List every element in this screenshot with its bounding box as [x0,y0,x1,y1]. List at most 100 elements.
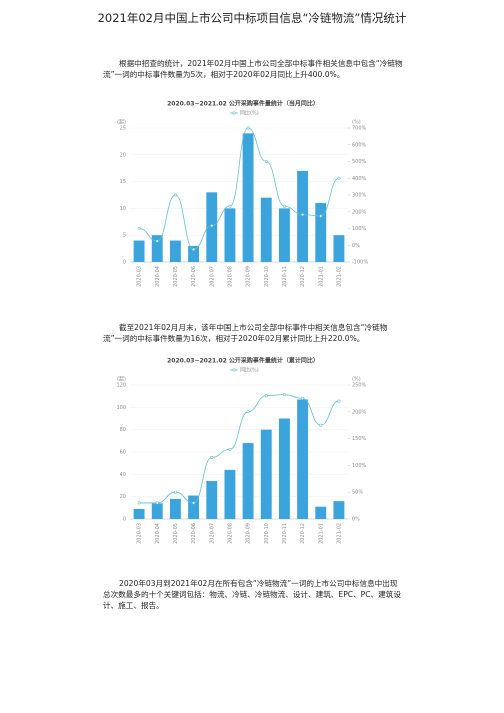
y2-tick-label: 500% [352,159,367,165]
point [301,396,305,400]
chart: 2020.03~2021.02 公开采购事件量统计（当月同比） (起) (%) 0 5 1… [117,100,368,287]
x-tick-label: 2020-03 [137,523,143,544]
x-tick-label: 2020-11 [282,523,288,544]
point [264,159,268,163]
bar [151,235,163,262]
legend-label: 同比(%) [240,110,259,117]
x-tick-label: 2021-01 [318,266,324,287]
x-tick-label: 2021-02 [336,266,342,287]
y2-tick-label: 300% [352,193,367,199]
bar [260,197,272,262]
point [210,455,214,459]
bar [242,133,254,262]
bar [169,240,181,262]
y2-axis-label: (%) [352,377,361,383]
bar [297,399,309,519]
point [337,399,341,403]
point [319,423,323,427]
x-tick-label: 2020-06 [191,266,197,287]
bar [242,443,254,519]
y2-tick-label: 250% [352,383,367,389]
y-tick-label: 0 [123,517,126,523]
x-tick-label: 2020-08 [227,266,233,287]
bar [188,245,200,262]
bar [133,508,145,519]
y2-tick-label: 150% [352,436,367,442]
point [228,447,232,451]
point [319,214,323,218]
legend-marker [232,111,236,115]
paragraph: 2020年03月到2021年02月在所有包含“冷链物流”一词的上市公司中标信息中… [103,579,401,610]
legend-label: 同比(%) [240,367,259,374]
x-tick-label: 2020-08 [227,523,233,544]
y-tick-label: 100 [116,405,126,411]
y-tick-label: 20 [120,494,126,500]
point [337,176,341,180]
y-axis-label: (起) [117,377,126,383]
point [192,247,196,251]
point [173,490,177,494]
point [228,204,232,208]
y2-tick-label: -100% [352,260,368,266]
chart: 2020.03~2021.02 公开采购事件量统计（累计同比） (起) (%) 0 20… [116,357,367,544]
x-tick-label: 2020-09 [246,266,252,287]
bar [333,235,345,262]
point [210,224,214,228]
point [246,410,250,414]
y2-tick-label: 0% [352,517,360,523]
y-tick-label: 40 [120,472,126,478]
x-tick-label: 2020-05 [173,523,179,544]
x-tick-label: 2020-10 [264,266,270,287]
x-tick-label: 2020-11 [282,266,288,287]
y2-tick-label: 700% [352,126,367,132]
y-tick-label: 25 [120,126,126,132]
x-tick-label: 2020-07 [209,266,215,287]
legend-marker [232,368,236,372]
bar [188,495,200,519]
paragraph: 截至2021年02月月末，该年中国上市公司全部中标事件中相关信息包含“冷链物流”… [103,323,388,343]
trend-line [139,127,340,250]
y-tick-label: 10 [120,206,126,212]
y2-tick-label: 400% [352,176,367,182]
y2-tick-label: 100% [352,226,367,232]
bar [224,208,236,262]
point [282,204,286,208]
y2-tick-label: 100% [352,463,367,469]
bar [315,203,327,262]
y2-tick-label: 200% [352,409,367,415]
x-tick-label: 2020-12 [300,523,306,544]
y2-tick-label: 0% [352,243,360,249]
point [137,501,141,505]
bar [224,469,236,519]
y2-tick-label: 200% [352,209,367,215]
x-tick-label: 2020-12 [300,266,306,287]
x-tick-label: 2020-03 [137,266,143,287]
point [173,193,177,197]
point [264,394,268,398]
bar [206,481,218,519]
point [192,501,196,505]
x-tick-label: 2020-10 [264,523,270,544]
bar [278,418,290,519]
x-tick-label: 2020-04 [155,266,161,287]
chart-title: 2020.03~2021.02 公开采购事件量统计（当月同比） [167,100,319,108]
y2-tick-label: 50% [352,490,363,496]
x-tick-label: 2020-06 [191,523,197,544]
bar [151,503,163,519]
x-tick-label: 2020-07 [209,523,215,544]
bar [260,429,272,519]
y-tick-label: 80 [120,427,126,433]
x-tick-label: 2021-01 [318,523,324,544]
x-tick-label: 2020-04 [155,523,161,544]
x-tick-label: 2020-09 [246,523,252,544]
y-tick-label: 5 [123,233,126,239]
y-tick-label: 60 [120,450,126,456]
point [155,501,159,505]
point [282,393,286,397]
y2-axis-label: (%) [352,120,361,126]
x-tick-label: 2020-05 [173,266,179,287]
point [301,213,305,217]
page-title: 2021年02月中国上市公司中标项目信息“冷链物流”情况统计 [97,11,407,25]
y-tick-label: 120 [116,383,126,389]
